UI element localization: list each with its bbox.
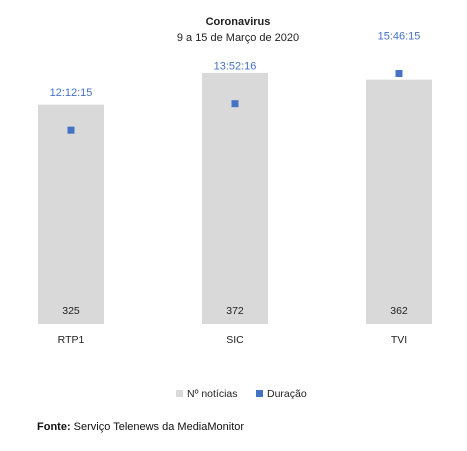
chart-title: Coronavirus [206,16,271,28]
duration-marker-tvi [395,70,403,78]
bar-value-label-sic: 372 [226,305,244,317]
source-label: Fonte: [37,421,71,433]
bar-value-label-rtp1: 325 [62,305,80,317]
duration-label-tvi: 15:46:15 [378,31,421,43]
category-label-rtp1: RTP1 [58,334,85,346]
duration-marker-sic [231,100,239,108]
legend: Nº notícias Duração [176,388,307,400]
legend-label-news-count: Nº notícias [187,388,238,400]
duration-label-sic: 13:52:16 [214,61,257,73]
legend-label-duration: Duração [267,388,307,400]
bar-tvi [366,79,432,325]
category-label-tvi: TVI [391,334,407,346]
legend-swatch-news-count [176,390,183,397]
bar-value-label-tvi: 362 [390,305,408,317]
plot-area: 325 12:12:15 RTP1 372 13:52:16 SIC 362 15:46:15… [38,31,432,346]
bar-rtp1 [38,104,104,324]
duration-label-rtp1: 12:12:15 [50,87,93,99]
source-note: Fonte: Serviço Telenews da MediaMonitor [37,421,244,433]
duration-marker-rtp1 [67,126,75,134]
bar-sic [202,72,268,325]
chart-subtitle: 9 a 15 de Março de 2020 [177,32,299,44]
legend-swatch-duration [256,390,263,397]
source-text: Serviço Telenews da MediaMonitor [70,421,245,433]
category-label-sic: SIC [226,334,244,346]
